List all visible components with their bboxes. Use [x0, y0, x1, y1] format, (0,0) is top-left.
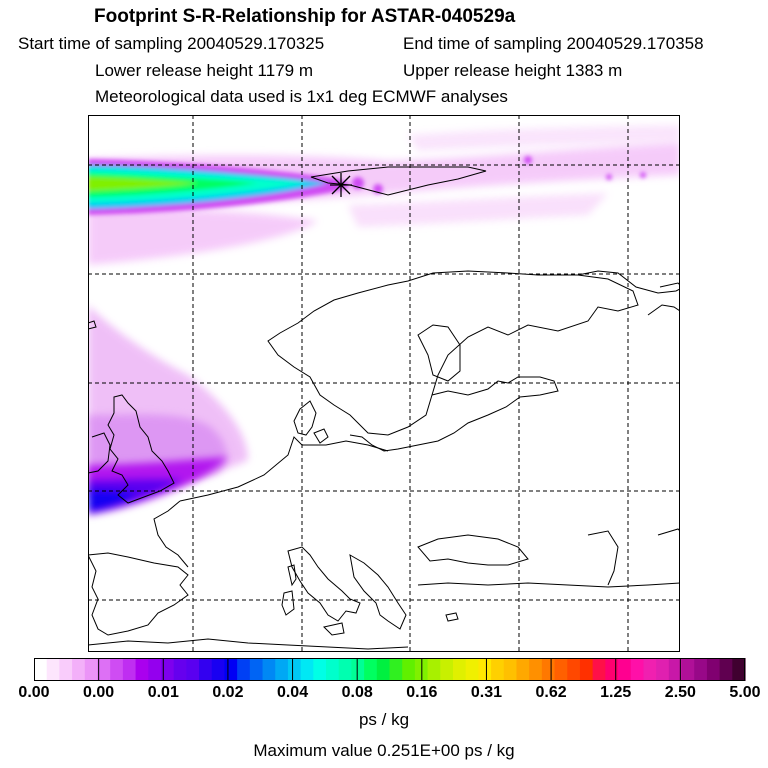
- colorbar-cell: [313, 658, 327, 681]
- colorbar: [34, 658, 746, 681]
- colorbar-cell: [72, 658, 86, 681]
- colorbar-cell: [59, 658, 73, 681]
- footprint-field: [88, 125, 680, 515]
- colorbar-label: 0.31: [470, 684, 503, 701]
- colorbar-cell: [656, 658, 670, 681]
- colorbar-cell: [541, 658, 556, 681]
- colorbar-label: 1.25: [600, 684, 632, 701]
- colorbar-cell: [199, 658, 213, 681]
- lower-height-text: Lower release height 1179 m: [95, 61, 313, 80]
- colorbar-cell: [84, 658, 99, 681]
- colorbar-cell: [224, 658, 238, 681]
- colorbar-cell: [46, 658, 60, 681]
- colorbar-units: ps / kg: [358, 710, 410, 729]
- colorbar-cell: [719, 658, 733, 681]
- colorbar-cell: [491, 658, 505, 681]
- colorbar-cell: [478, 658, 492, 681]
- colorbar-cell: [554, 658, 568, 681]
- asterisk-marker-icon: [330, 173, 352, 197]
- colorbar-cell: [618, 658, 632, 681]
- colorbar-cell: [668, 658, 683, 681]
- colorbar-label: 5.00: [729, 684, 761, 701]
- colorbar-cell: [630, 658, 645, 681]
- colorbar-cell: [300, 658, 314, 681]
- colorbar-cell: [567, 658, 581, 681]
- map-gridlines: [88, 115, 680, 652]
- plot-title: Footprint S-R-Relationship for ASTAR-040…: [94, 6, 516, 27]
- colorbar-cell: [694, 658, 708, 681]
- colorbar-cell: [605, 658, 619, 681]
- colorbar-cell: [732, 658, 746, 681]
- colorbar-label: 0.62: [535, 684, 567, 701]
- colorbar-cell: [389, 658, 403, 681]
- upper-height-text: Upper release height 1383 m: [403, 61, 623, 80]
- coastlines: [88, 166, 680, 650]
- colorbar-cell: [440, 658, 454, 681]
- colorbar-cell: [465, 658, 479, 681]
- start-time-text: Start time of sampling 20040529.170325: [18, 34, 325, 53]
- colorbar-cell: [452, 658, 467, 681]
- colorbar-cell: [173, 658, 187, 681]
- colorbar-cell: [211, 658, 226, 681]
- colorbar-cell: [287, 658, 302, 681]
- colorbar-cell: [592, 658, 606, 681]
- colorbar-label: 0.01: [147, 684, 179, 701]
- colorbar-label: 0.08: [341, 684, 373, 701]
- colorbar-cell: [34, 658, 48, 681]
- colorbar-cell: [160, 658, 175, 681]
- colorbar-cell: [364, 658, 378, 681]
- met-data-text: Meteorological data used is 1x1 deg ECMW…: [95, 87, 508, 106]
- colorbar-cell: [643, 658, 657, 681]
- colorbar-cell: [97, 658, 111, 681]
- colorbar-cell: [186, 658, 200, 681]
- colorbar-cell: [376, 658, 391, 681]
- colorbar-cell: [338, 658, 353, 681]
- colorbar-cell: [237, 658, 251, 681]
- colorbar-cell: [249, 658, 264, 681]
- colorbar-label: 0.16: [406, 684, 438, 701]
- map-frame: [88, 115, 680, 652]
- colorbar-cell: [427, 658, 441, 681]
- colorbar-cell: [148, 658, 162, 681]
- colorbar-label: 0.00: [18, 684, 50, 701]
- colorbar-label: 2.50: [664, 684, 696, 701]
- colorbar-cell: [275, 658, 289, 681]
- colorbar-cell: [122, 658, 137, 681]
- colorbar-cell: [516, 658, 530, 681]
- colorbar-cell: [529, 658, 543, 681]
- maximum-value-text: Maximum value 0.251E+00 ps / kg: [253, 741, 515, 760]
- colorbar-cell: [503, 658, 518, 681]
- end-time-text: End time of sampling 20040529.170358: [403, 34, 704, 53]
- colorbar-label: 0.00: [83, 684, 115, 701]
- colorbar-label: 0.04: [276, 684, 309, 701]
- colorbar-cell: [351, 658, 365, 681]
- colorbar-cell: [135, 658, 149, 681]
- colorbar-cell: [326, 658, 340, 681]
- colorbar-cell: [579, 658, 594, 681]
- colorbar-cell: [402, 658, 416, 681]
- colorbar-cell: [706, 658, 721, 681]
- colorbar-frame: [34, 658, 745, 681]
- colorbar-label: 0.02: [212, 684, 244, 701]
- colorbar-cell: [262, 658, 276, 681]
- colorbar-cell: [681, 658, 695, 681]
- colorbar-cell: [110, 658, 124, 681]
- footprint-map: [88, 115, 680, 652]
